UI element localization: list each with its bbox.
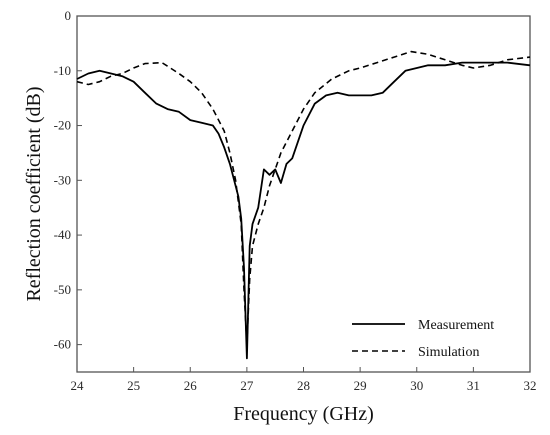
y-tick-label: -10 bbox=[54, 63, 71, 78]
y-tick-label: -30 bbox=[54, 172, 71, 187]
legend: Measurement Simulation bbox=[352, 318, 494, 360]
x-axis: 24 25 26 27 28 29 30 31 32 bbox=[71, 367, 537, 393]
x-tick-label: 24 bbox=[71, 378, 85, 393]
x-tick-label: 27 bbox=[240, 378, 254, 393]
x-tick-label: 28 bbox=[297, 378, 310, 393]
x-tick-label: 25 bbox=[127, 378, 140, 393]
x-tick-label: 26 bbox=[184, 378, 198, 393]
x-tick-label: 32 bbox=[524, 378, 537, 393]
x-tick-label: 29 bbox=[354, 378, 367, 393]
legend-label-simulation: Simulation bbox=[418, 345, 479, 360]
y-tick-label: 0 bbox=[65, 8, 72, 23]
series-layer bbox=[76, 50, 531, 360]
x-tick-label: 30 bbox=[410, 378, 423, 393]
y-tick-label: -60 bbox=[54, 337, 71, 352]
x-tick-label: 31 bbox=[467, 378, 480, 393]
y-tick-label: -50 bbox=[54, 282, 71, 297]
series-line-measurement bbox=[76, 61, 531, 360]
y-tick-label: -40 bbox=[54, 227, 71, 242]
legend-label-measurement: Measurement bbox=[418, 318, 494, 333]
series-line-simulation bbox=[76, 50, 531, 346]
y-axis: 0 -10 -20 -30 -40 -50 -60 bbox=[54, 8, 82, 352]
y-tick-label: -20 bbox=[54, 118, 71, 133]
x-axis-title: Frequency (GHz) bbox=[233, 403, 374, 425]
y-axis-title: Reflection coefficient (dB) bbox=[23, 86, 45, 301]
